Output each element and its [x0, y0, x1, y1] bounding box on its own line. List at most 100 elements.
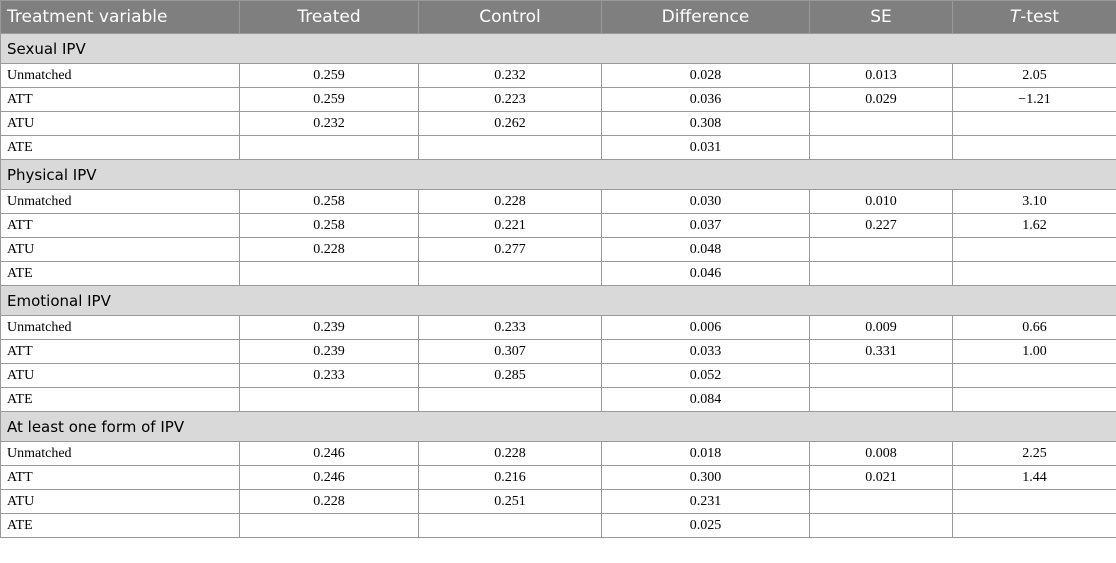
row-label: Unmatched [0, 63, 240, 88]
cell: 0.030 [601, 189, 810, 214]
cell: 0.013 [809, 63, 953, 88]
cell: 0.008 [809, 441, 953, 466]
row-label: ATU [0, 363, 240, 388]
cell [952, 111, 1116, 136]
column-header: SE [809, 0, 953, 34]
cell: 0.308 [601, 111, 810, 136]
cell: 0.277 [418, 237, 602, 262]
cell: 0.331 [809, 339, 953, 364]
cell: 0.232 [239, 111, 419, 136]
column-header: T-test [952, 0, 1116, 34]
cell: 0.028 [601, 63, 810, 88]
cell: 0.262 [418, 111, 602, 136]
cell: 0.66 [952, 315, 1116, 340]
cell: 0.227 [809, 213, 953, 238]
cell: 0.223 [418, 87, 602, 112]
cell: 0.009 [809, 315, 953, 340]
cell: 0.006 [601, 315, 810, 340]
column-header: Treatment variable [0, 0, 240, 34]
cell: 0.031 [601, 135, 810, 160]
cell [809, 513, 953, 538]
cell [809, 387, 953, 412]
cell [952, 135, 1116, 160]
cell: 1.00 [952, 339, 1116, 364]
cell [418, 261, 602, 286]
cell: 0.033 [601, 339, 810, 364]
cell: 0.228 [418, 189, 602, 214]
cell: 0.233 [239, 363, 419, 388]
cell: 0.239 [239, 315, 419, 340]
cell: 0.025 [601, 513, 810, 538]
cell: 1.62 [952, 213, 1116, 238]
cell: 0.021 [809, 465, 953, 490]
cell: 0.259 [239, 87, 419, 112]
row-label: ATE [0, 387, 240, 412]
row-label: Unmatched [0, 315, 240, 340]
data-row: ATU 0.233 0.285 0.052 [0, 363, 1116, 388]
cell: 0.228 [418, 441, 602, 466]
row-label: Unmatched [0, 441, 240, 466]
cell: 0.239 [239, 339, 419, 364]
section-title: Emotional IPV [0, 285, 1116, 316]
cell [418, 387, 602, 412]
cell: 0.010 [809, 189, 953, 214]
data-row: ATE 0.025 [0, 513, 1116, 538]
cell [809, 135, 953, 160]
cell: −1.21 [952, 87, 1116, 112]
data-row: ATT 0.239 0.307 0.033 0.331 1.00 [0, 339, 1116, 364]
cell: 0.052 [601, 363, 810, 388]
data-row: ATU 0.228 0.251 0.231 [0, 489, 1116, 514]
data-row: ATU 0.232 0.262 0.308 [0, 111, 1116, 136]
cell: 0.228 [239, 237, 419, 262]
data-row: ATT 0.258 0.221 0.037 0.227 1.62 [0, 213, 1116, 238]
data-row: ATT 0.246 0.216 0.300 0.021 1.44 [0, 465, 1116, 490]
cell: 0.231 [601, 489, 810, 514]
cell: 2.05 [952, 63, 1116, 88]
cell: 0.216 [418, 465, 602, 490]
data-row: ATT 0.259 0.223 0.036 0.029 −1.21 [0, 87, 1116, 112]
cell [952, 387, 1116, 412]
cell [809, 489, 953, 514]
cell: 0.259 [239, 63, 419, 88]
cell: 0.233 [418, 315, 602, 340]
row-label: ATT [0, 339, 240, 364]
data-row: Unmatched 0.259 0.232 0.028 0.013 2.05 [0, 63, 1116, 88]
data-row: ATE 0.046 [0, 261, 1116, 286]
header-row: Treatment variable Treated Control Differen… [0, 0, 1116, 34]
row-label: ATE [0, 261, 240, 286]
row-label: ATU [0, 489, 240, 514]
section-title: At least one form of IPV [0, 411, 1116, 442]
cell [952, 237, 1116, 262]
cell [239, 513, 419, 538]
cell: 0.037 [601, 213, 810, 238]
cell [809, 237, 953, 262]
cell [239, 387, 419, 412]
section-row: Sexual IPV [0, 33, 1116, 64]
data-row: Unmatched 0.239 0.233 0.006 0.009 0.66 [0, 315, 1116, 340]
row-label: Unmatched [0, 189, 240, 214]
cell [418, 135, 602, 160]
cell: 1.44 [952, 465, 1116, 490]
cell [418, 513, 602, 538]
cell: 3.10 [952, 189, 1116, 214]
row-label: ATE [0, 135, 240, 160]
section-title: Sexual IPV [0, 33, 1116, 64]
cell: 0.029 [809, 87, 953, 112]
cell [239, 135, 419, 160]
section-row: At least one form of IPV [0, 411, 1116, 442]
cell [239, 261, 419, 286]
column-header: Control [418, 0, 602, 34]
cell: 0.251 [418, 489, 602, 514]
row-label: ATT [0, 465, 240, 490]
row-label: ATE [0, 513, 240, 538]
cell: 0.307 [418, 339, 602, 364]
data-row: ATU 0.228 0.277 0.048 [0, 237, 1116, 262]
cell [809, 363, 953, 388]
cell: 0.018 [601, 441, 810, 466]
cell: 0.221 [418, 213, 602, 238]
row-label: ATU [0, 237, 240, 262]
data-row: ATE 0.084 [0, 387, 1116, 412]
section-title: Physical IPV [0, 159, 1116, 190]
cell [952, 489, 1116, 514]
cell: 0.258 [239, 213, 419, 238]
